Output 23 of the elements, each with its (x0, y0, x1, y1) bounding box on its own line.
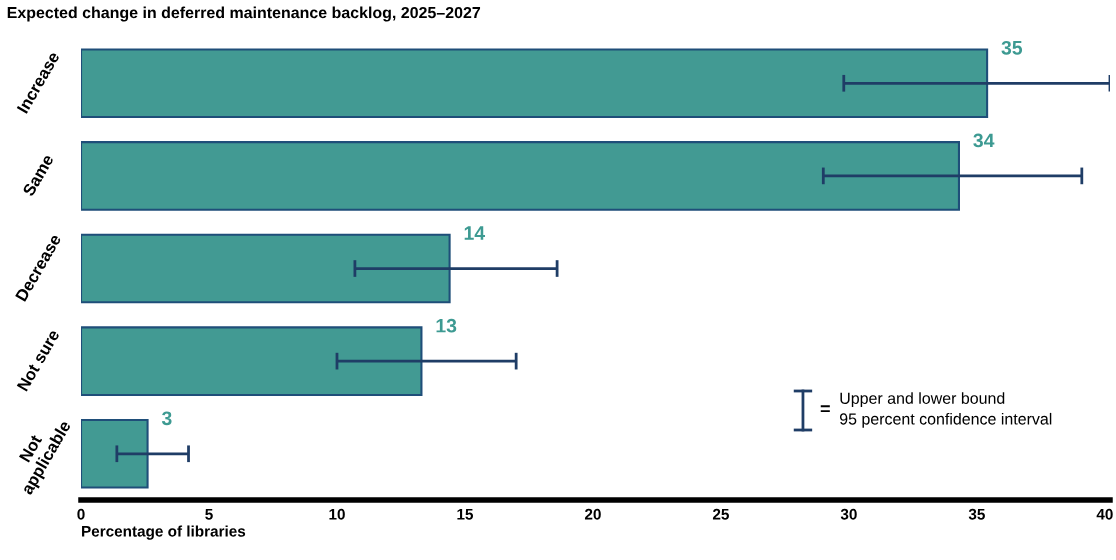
x-tick-label: 20 (584, 508, 601, 520)
bar (81, 141, 960, 211)
data-label: 34 (973, 133, 995, 148)
x-tick-label: 5 (205, 508, 213, 520)
annotation: Upper and lower bound 95 percent confidence interval (839, 392, 1052, 428)
bar (81, 233, 451, 304)
x-tick-label: 10 (329, 508, 345, 520)
bar (81, 326, 423, 396)
x-tick-label: 35 (968, 508, 985, 520)
x-tick-label: 15 (457, 508, 474, 520)
data-label: 3 (161, 411, 172, 426)
x-tick-label: 0 (77, 508, 85, 520)
x-tick-label: 40 (1096, 508, 1113, 520)
x-axis-title: Percentage of libraries (82, 525, 246, 540)
data-label: 35 (1001, 40, 1023, 55)
bar (81, 48, 989, 119)
data-label: 14 (464, 226, 486, 240)
chart-title: Expected change in deferred maintenance backlog, 2025–2027 (7, 6, 481, 22)
x-tick-label: 30 (840, 508, 857, 520)
data-label: 13 (436, 318, 457, 333)
annotation: = (820, 405, 830, 413)
bar (81, 418, 149, 489)
x-tick-label: 25 (712, 508, 729, 520)
